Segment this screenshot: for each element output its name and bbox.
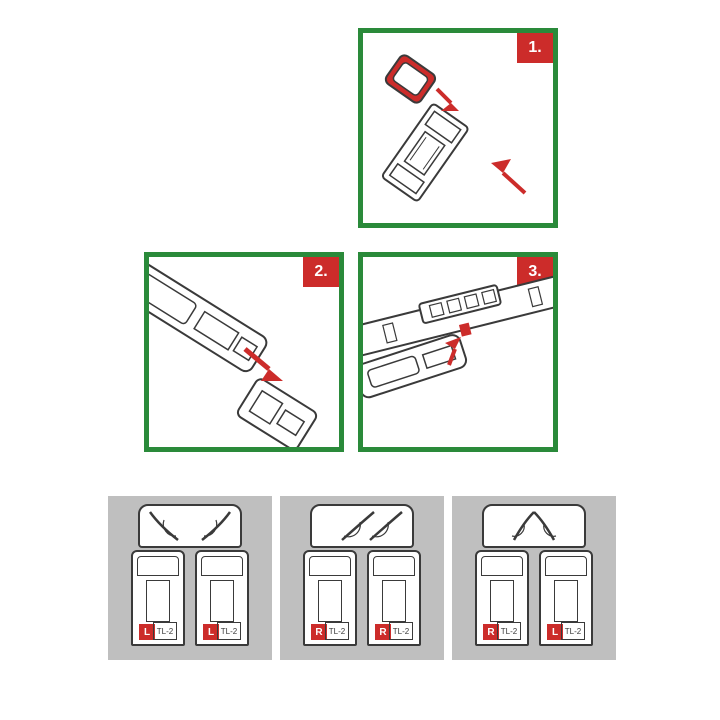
part-code: TL-2 [153, 622, 177, 640]
adapter-left: R TL-2 [303, 550, 357, 646]
config-panel-3: R TL-2 L TL-2 [452, 496, 616, 660]
adapter-pair: R TL-2 R TL-2 [303, 550, 421, 646]
part-code: TL-2 [561, 622, 585, 640]
adapter-right: L TL-2 [539, 550, 593, 646]
step-3-illustration [363, 257, 553, 447]
windshield-icon [310, 504, 414, 548]
step-2-illustration [149, 257, 339, 447]
step-1-panel: 1. [358, 28, 558, 228]
adapter-right: L TL-2 [195, 550, 249, 646]
arrow-insert [491, 159, 525, 193]
part-code: TL-2 [389, 622, 413, 640]
part-code: TL-2 [217, 622, 241, 640]
config-panel-1: L TL-2 L TL-2 [108, 496, 272, 660]
step-3-panel: 3. [358, 252, 558, 452]
adapter-right: R TL-2 [367, 550, 421, 646]
adapter-pair: R TL-2 L TL-2 [475, 550, 593, 646]
instruction-diagram: 1. [0, 0, 720, 720]
config-panel-2: R TL-2 R TL-2 [280, 496, 444, 660]
part-code: TL-2 [497, 622, 521, 640]
step-2-panel: 2. [144, 252, 344, 452]
step-1-illustration [363, 33, 553, 223]
adapter-left: L TL-2 [131, 550, 185, 646]
windshield-icon [482, 504, 586, 548]
adapter-pair: L TL-2 L TL-2 [131, 550, 249, 646]
adapter-left: R TL-2 [475, 550, 529, 646]
part-code: TL-2 [325, 622, 349, 640]
windshield-icon [138, 504, 242, 548]
